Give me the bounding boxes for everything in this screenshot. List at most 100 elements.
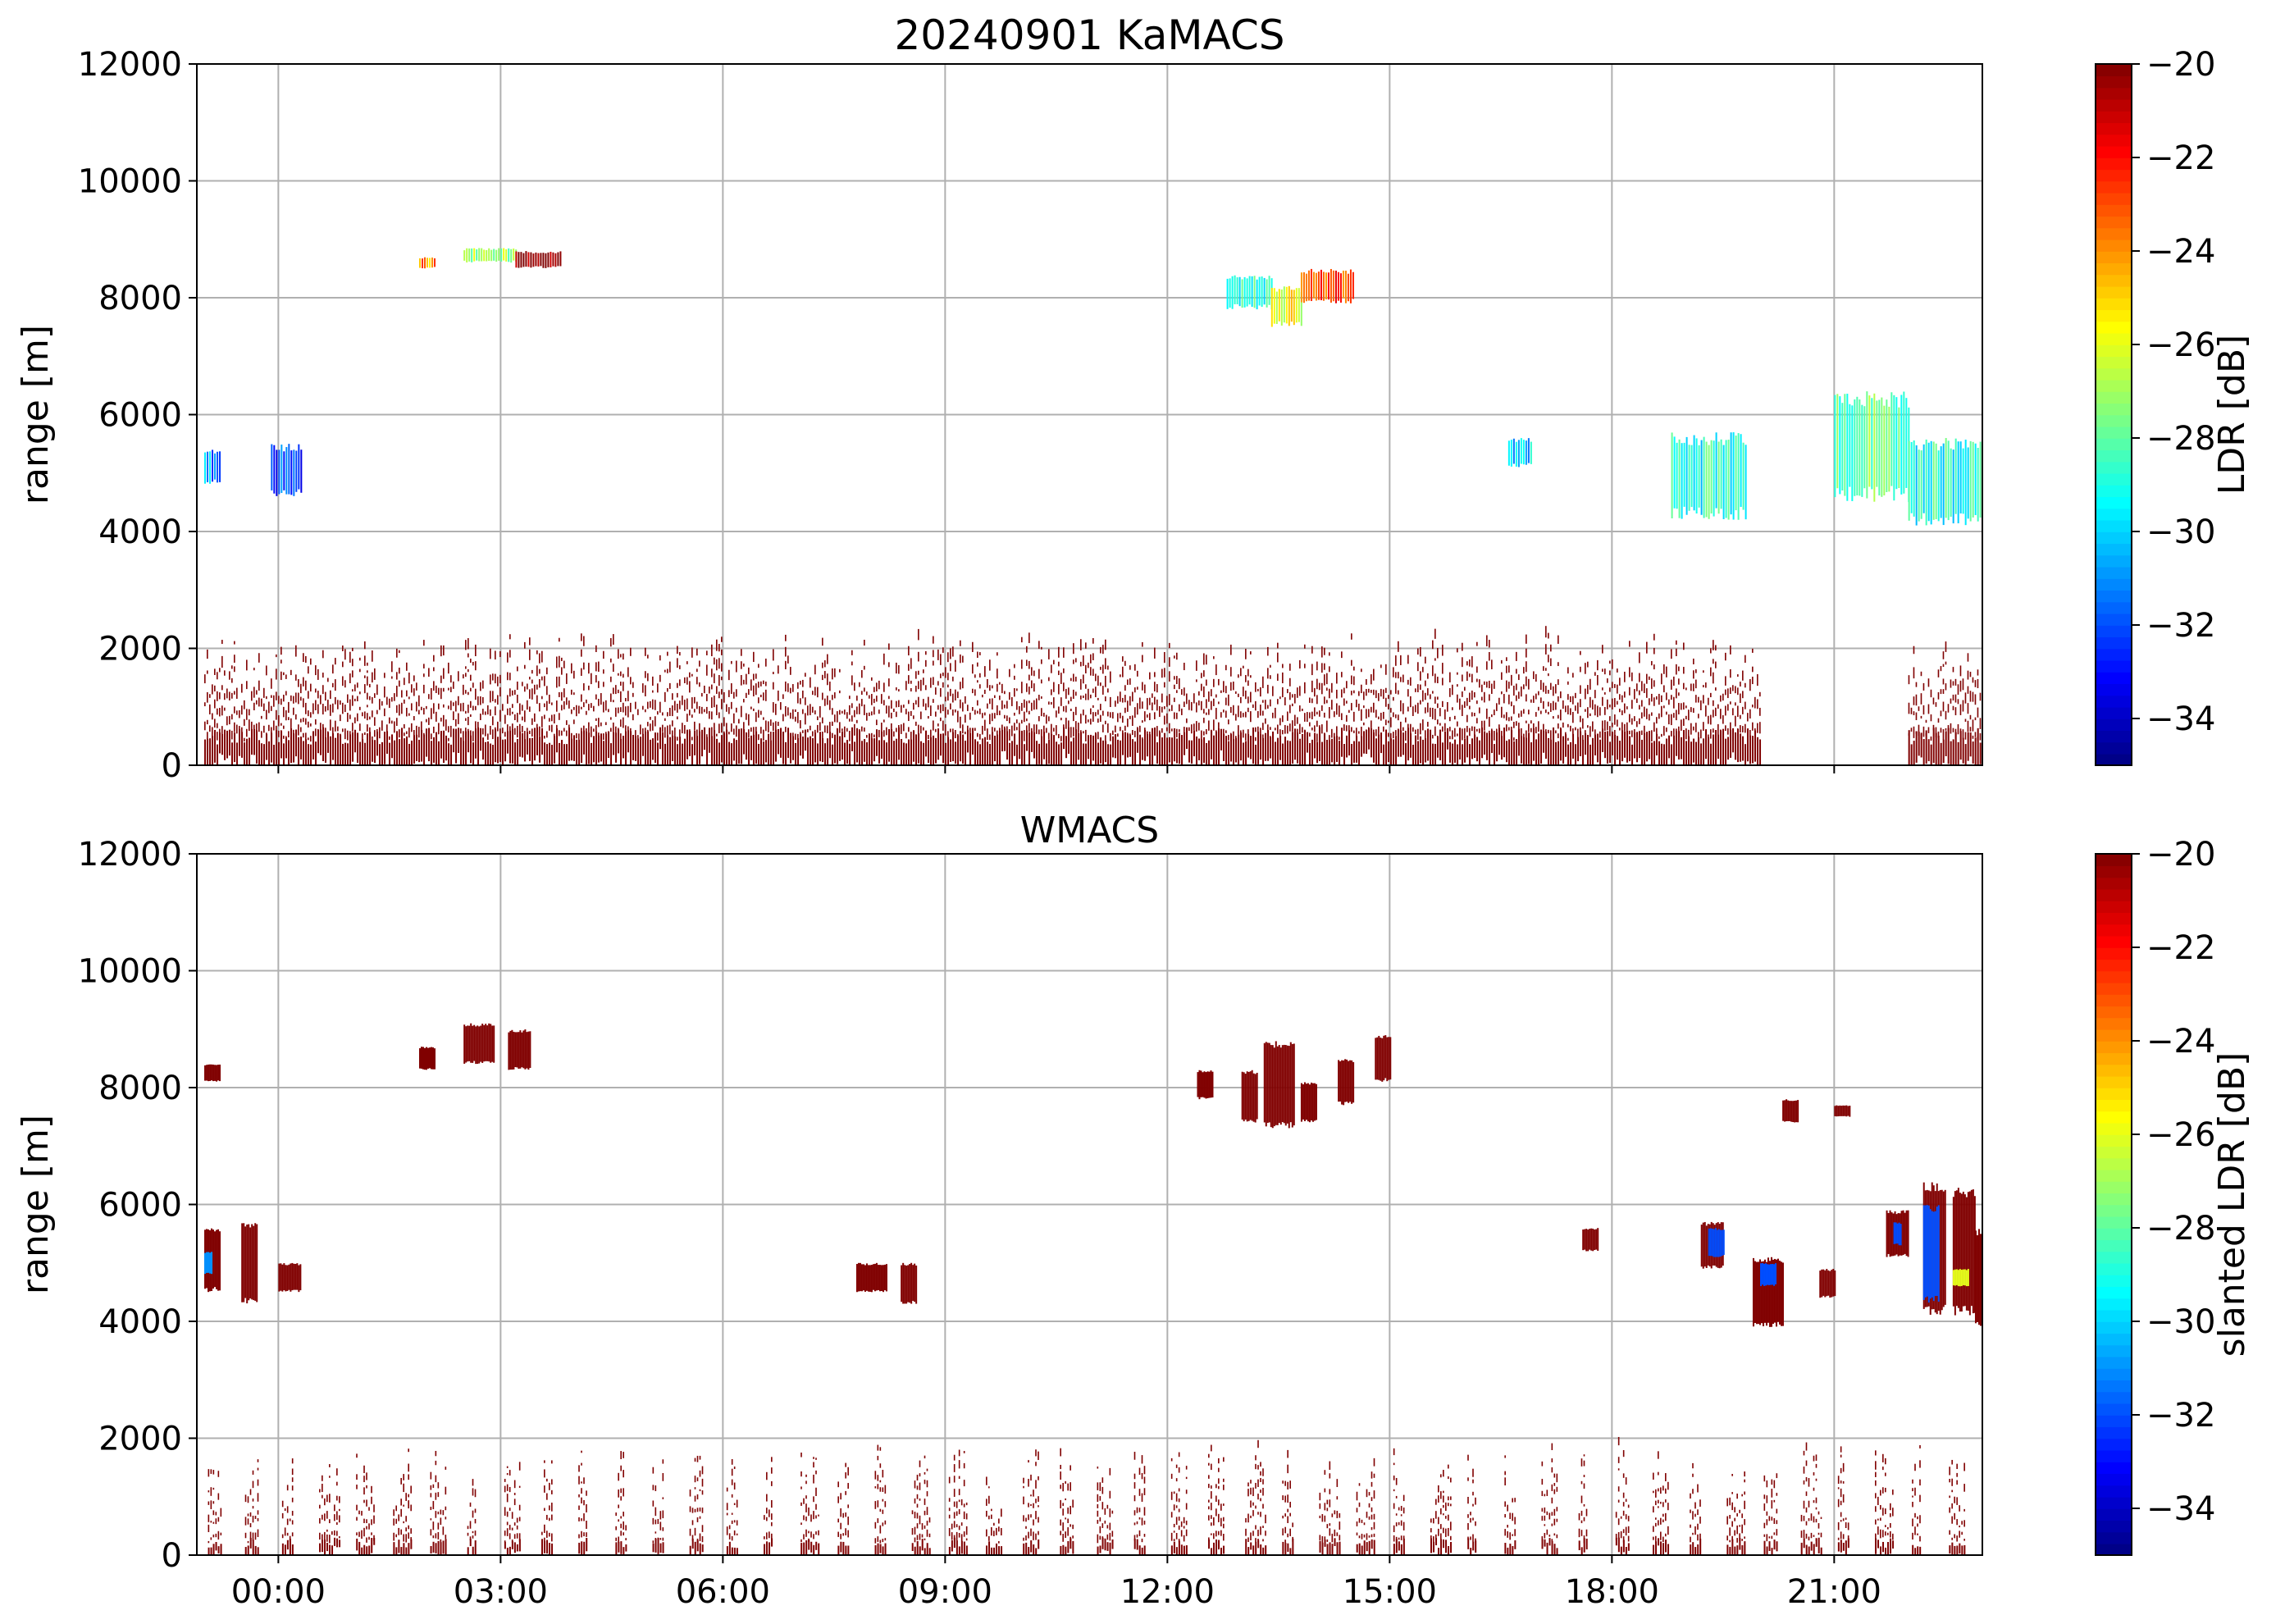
cloud-column <box>1950 448 1952 518</box>
clutter-speck <box>518 1533 521 1542</box>
cloud-column <box>1527 438 1530 463</box>
clutter-speck <box>455 729 457 738</box>
clutter-speck <box>1262 710 1264 716</box>
clutter-speck <box>220 1532 222 1535</box>
clutter-column <box>578 739 581 765</box>
colorbar-tick-label: −26 <box>2146 326 2215 364</box>
clutter-speck <box>1583 1475 1585 1477</box>
clutter-speck <box>209 704 211 715</box>
clutter-speck <box>1331 682 1333 693</box>
clutter-speck <box>1737 687 1739 696</box>
clutter-speck <box>1282 1495 1284 1500</box>
clutter-column <box>925 730 928 757</box>
clutter-speck <box>1166 713 1168 724</box>
clutter-speck <box>935 728 937 732</box>
clutter-speck <box>1393 1489 1395 1492</box>
clutter-speck <box>1324 696 1325 705</box>
clutter-speck <box>224 670 226 676</box>
clutter-column <box>1700 743 1703 765</box>
clutter-speck <box>1393 1503 1395 1509</box>
clutter-speck <box>746 692 747 698</box>
colorbar-step <box>2096 145 2132 158</box>
clutter-speck <box>1099 1517 1101 1522</box>
clutter-speck <box>1624 723 1626 732</box>
colorbar-step <box>2096 683 2132 696</box>
clutter-speck <box>623 702 624 713</box>
clutter-speck <box>960 682 961 690</box>
clutter-speck <box>1062 1503 1064 1507</box>
cloud-column <box>1844 394 1846 496</box>
clutter-speck <box>1170 1512 1173 1518</box>
clutter-column <box>750 735 753 760</box>
clutter-speck <box>1230 682 1232 691</box>
clutter-column <box>1201 739 1203 765</box>
clutter-speck <box>467 691 469 696</box>
clutter-column <box>623 1547 625 1554</box>
clutter-column <box>1065 1546 1067 1555</box>
clutter-speck <box>1016 701 1018 710</box>
clutter-speck <box>1639 690 1640 696</box>
clutter-speck <box>1260 687 1261 697</box>
clutter-speck <box>1548 655 1549 663</box>
clutter-speck <box>1504 1501 1506 1507</box>
clutter-speck <box>1673 728 1675 740</box>
clutter-speck <box>1260 1478 1261 1482</box>
clutter-column <box>1681 737 1683 760</box>
clutter-speck <box>1962 678 1964 691</box>
clutter-speck <box>815 1503 817 1510</box>
clutter-speck <box>1245 690 1247 700</box>
clutter-speck <box>1433 1536 1434 1543</box>
clutter-column <box>1028 732 1031 765</box>
clutter-speck <box>871 732 873 741</box>
clutter-column <box>1398 729 1400 757</box>
clutter-speck <box>694 1487 696 1489</box>
clutter-column <box>765 740 768 763</box>
cloud-column <box>276 449 278 496</box>
clutter-column <box>472 742 475 765</box>
clutter-speck <box>1530 720 1532 724</box>
clutter-speck <box>1245 1517 1247 1523</box>
clutter-speck <box>1390 732 1392 741</box>
clutter-column <box>736 1548 738 1555</box>
clutter-speck <box>1329 735 1330 741</box>
clutter-speck <box>613 634 614 645</box>
clutter-speck <box>1319 1535 1321 1541</box>
clutter-speck <box>1501 691 1503 695</box>
clutter-speck <box>342 661 344 668</box>
clutter-speck <box>1977 669 1979 676</box>
clutter-column <box>1230 734 1233 762</box>
cloud-column <box>1273 288 1275 324</box>
clutter-speck <box>1583 1517 1585 1521</box>
cloud-column <box>1735 436 1737 511</box>
clutter-speck <box>625 1538 627 1540</box>
clutter-speck <box>1366 709 1367 719</box>
clutter-speck <box>933 636 934 644</box>
clutter-speck <box>586 710 587 715</box>
cloud-column <box>1339 273 1342 303</box>
clutter-speck <box>1452 707 1453 710</box>
clutter-speck <box>231 692 233 699</box>
clutter-speck <box>1735 686 1736 694</box>
clutter-speck <box>721 676 723 681</box>
clutter-column <box>963 1541 965 1555</box>
cloud-column <box>1715 432 1717 509</box>
clutter-speck <box>773 722 774 732</box>
clutter-column <box>326 1543 329 1552</box>
clutter-column <box>1001 1546 1003 1555</box>
clutter-speck <box>1617 719 1618 727</box>
clutter-speck <box>647 729 649 733</box>
clutter-speck <box>435 1492 437 1500</box>
clutter-speck <box>832 695 833 700</box>
clutter-speck <box>640 724 641 735</box>
clutter-column <box>217 1546 220 1554</box>
clutter-column <box>1132 739 1134 765</box>
clutter-speck <box>1208 1462 1210 1466</box>
clutter-speck <box>298 678 299 687</box>
clutter-speck <box>1913 696 1915 705</box>
clutter-speck <box>1260 1489 1261 1494</box>
clutter-speck <box>1255 1525 1257 1530</box>
cloud-column <box>488 248 490 262</box>
clutter-speck <box>1240 668 1242 677</box>
clutter-speck <box>1942 651 1945 659</box>
cloud-column <box>207 451 209 482</box>
